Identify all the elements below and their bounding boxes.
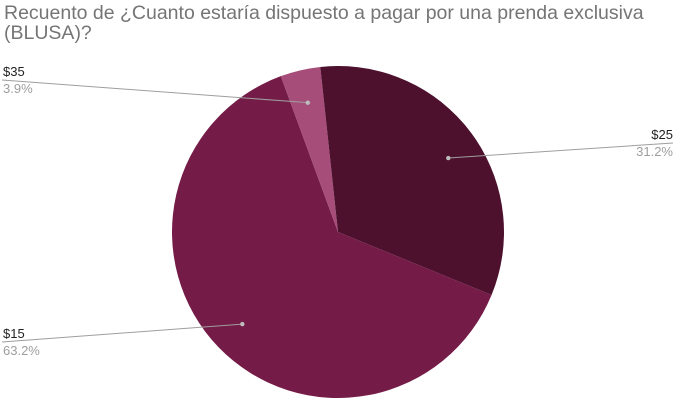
leader-dot [240, 321, 245, 327]
slice-percent-label: 63.2% [3, 343, 40, 358]
pie-slice-35 [280, 66, 338, 232]
pie-slice-25 [338, 66, 505, 296]
slice-percent-label: 31.2% [636, 144, 673, 159]
leader-line [1, 323, 243, 343]
slice-label: $25 [651, 127, 673, 142]
leader-dot [305, 100, 311, 105]
leader-line [448, 142, 674, 159]
chart-title: Recuento de ¿Cuanto estaría dispuesto a … [4, 2, 644, 44]
leader-dot [446, 155, 451, 161]
pie-slice-other [320, 66, 338, 232]
leader-line [1, 79, 308, 104]
pie-slice-15 [171, 76, 492, 399]
slice-percent-label: 3.9% [3, 81, 33, 96]
slice-label: $15 [3, 326, 25, 341]
slice-label: $35 [3, 64, 25, 79]
